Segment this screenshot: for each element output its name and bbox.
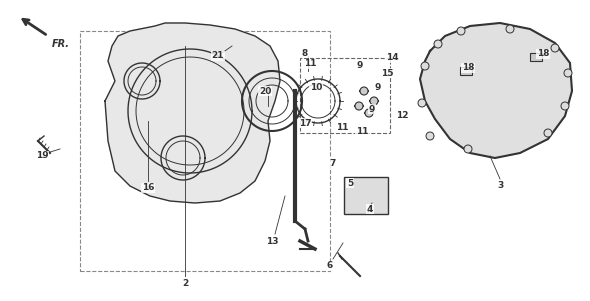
Text: 9: 9 xyxy=(369,104,375,113)
Text: 16: 16 xyxy=(142,184,154,193)
Text: 5: 5 xyxy=(347,178,353,188)
Text: 20: 20 xyxy=(259,86,271,95)
Text: 7: 7 xyxy=(330,159,336,167)
Polygon shape xyxy=(105,23,280,203)
Text: 13: 13 xyxy=(266,237,278,246)
Circle shape xyxy=(365,109,373,117)
Text: 18: 18 xyxy=(462,64,474,73)
Text: 6: 6 xyxy=(327,262,333,271)
Circle shape xyxy=(418,99,426,107)
Text: 12: 12 xyxy=(396,111,408,120)
Text: 19: 19 xyxy=(35,151,48,160)
Circle shape xyxy=(370,97,378,105)
Circle shape xyxy=(464,145,472,153)
Text: 17: 17 xyxy=(299,119,312,128)
Circle shape xyxy=(551,44,559,52)
Text: 8: 8 xyxy=(302,48,308,57)
Circle shape xyxy=(434,40,442,48)
Circle shape xyxy=(355,102,363,110)
Text: FR.: FR. xyxy=(52,39,70,49)
Circle shape xyxy=(506,25,514,33)
Text: 10: 10 xyxy=(310,83,322,92)
Text: 4: 4 xyxy=(367,204,373,213)
Circle shape xyxy=(561,102,569,110)
Circle shape xyxy=(457,27,465,35)
Circle shape xyxy=(426,132,434,140)
FancyBboxPatch shape xyxy=(344,177,388,214)
Bar xyxy=(460,67,472,75)
Text: 11: 11 xyxy=(356,126,368,135)
Text: 18: 18 xyxy=(537,49,549,58)
Text: 21: 21 xyxy=(212,51,224,61)
Circle shape xyxy=(421,62,429,70)
Text: 15: 15 xyxy=(381,69,394,77)
Text: 9: 9 xyxy=(357,61,363,70)
Text: 2: 2 xyxy=(182,278,188,287)
Text: 9: 9 xyxy=(375,83,381,92)
Circle shape xyxy=(360,87,368,95)
Circle shape xyxy=(544,129,552,137)
Text: 11: 11 xyxy=(304,60,316,69)
Polygon shape xyxy=(420,23,572,158)
Text: 14: 14 xyxy=(386,54,398,63)
Circle shape xyxy=(564,69,572,77)
Bar xyxy=(530,53,542,61)
Text: 11: 11 xyxy=(336,123,348,132)
Text: 3: 3 xyxy=(497,182,503,191)
